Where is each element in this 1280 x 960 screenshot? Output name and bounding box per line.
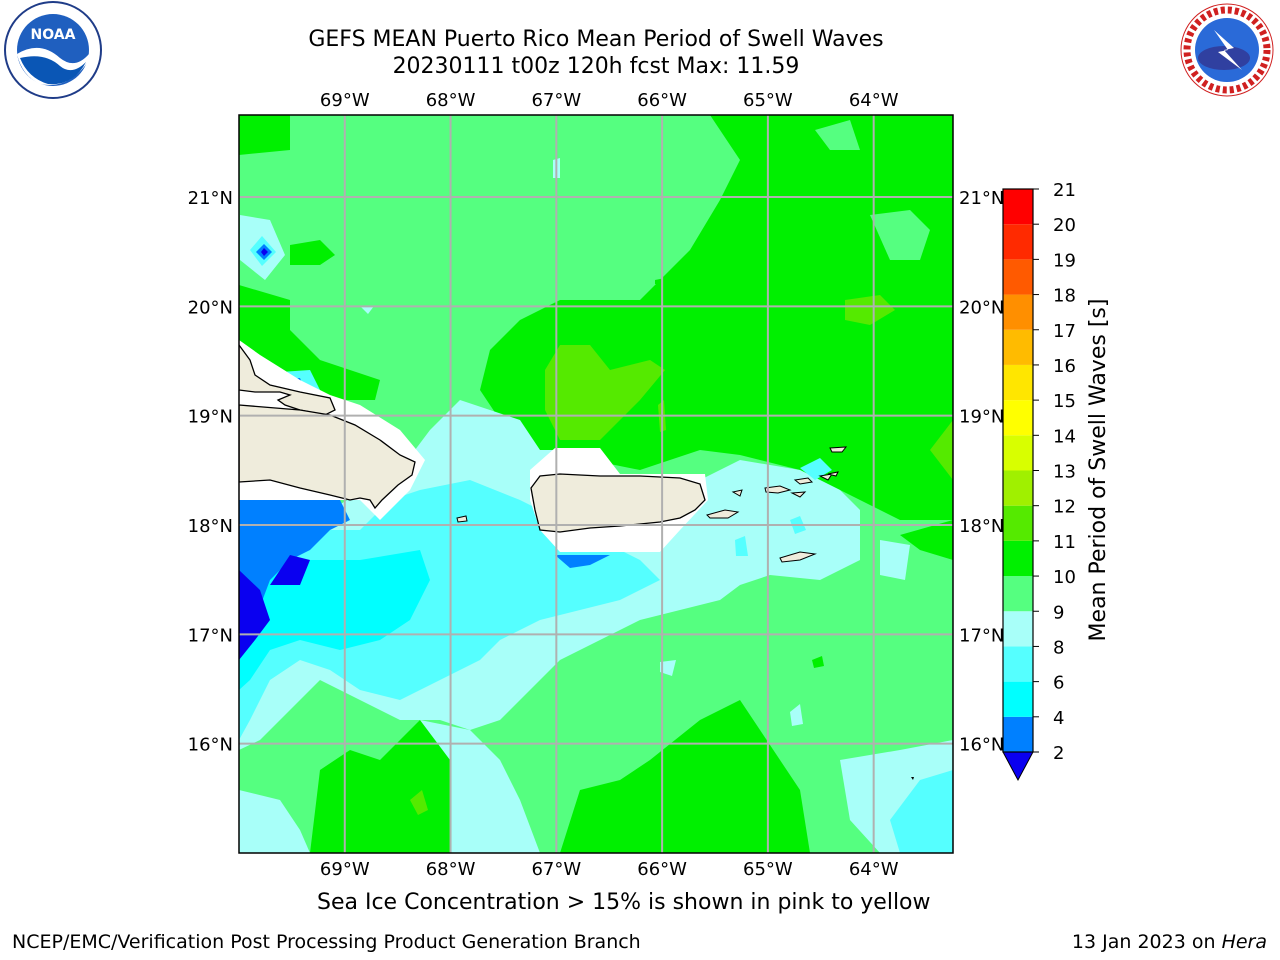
colorbar-tick-label: 18 <box>1053 286 1076 307</box>
colorbar-tick-label: 11 <box>1053 532 1076 553</box>
colorbar-label: Mean Period of Swell Waves [s] <box>1086 299 1111 642</box>
longitude-label: 67°W <box>531 90 581 111</box>
colorbar-tick-label: 8 <box>1053 637 1064 658</box>
footer-date-text: 13 Jan 2023 on <box>1071 931 1222 953</box>
colorbar-tick-label: 21 <box>1053 180 1076 201</box>
colorbar: 2 4 6 8 9 10 11 12 13 14 15 16 17 18 19 20 21 <box>1002 180 1076 782</box>
colorbar-tick-label: 10 <box>1053 567 1076 588</box>
latitude-label: 17°N <box>188 625 233 646</box>
latitude-label: 20°N <box>959 297 1004 318</box>
longitude-label: 65°W <box>743 859 793 880</box>
colorbar-bin <box>1003 364 1033 401</box>
footer-credit: NCEP/EMC/Verification Post Processing Pr… <box>12 931 641 953</box>
colorbar-bin <box>1003 329 1033 365</box>
colorbar-bin <box>1003 681 1033 717</box>
latitude-label: 16°N <box>959 735 1004 756</box>
footer-machine: Hera <box>1221 931 1267 953</box>
latitude-label: 21°N <box>188 188 233 209</box>
colorbar-extend-min <box>1002 751 1034 782</box>
colorbar-tick-label: 13 <box>1053 462 1076 483</box>
colorbar-bin <box>1003 576 1033 612</box>
footer-date: 13 Jan 2023 on Hera <box>1072 931 1267 953</box>
latitude-label: 20°N <box>188 297 233 318</box>
latitude-label: 17°N <box>959 625 1004 646</box>
colorbar-tick-label: 15 <box>1053 391 1076 412</box>
colorbar-tick-label: 12 <box>1053 497 1076 518</box>
longitude-labels-top: 69°W 68°W 67°W 66°W 65°W 64°W <box>320 90 899 111</box>
longitude-label: 69°W <box>320 90 370 111</box>
noaa-logo: NOAA <box>0 0 106 110</box>
colorbar-bin <box>1003 505 1033 541</box>
colorbar-bin <box>1003 224 1033 260</box>
chart-subtitle: 20230111 t00z 120h fcst Max: 11.59 <box>392 54 800 79</box>
chart-title: GEFS MEAN Puerto Rico Mean Period of Swe… <box>308 27 884 52</box>
longitude-label: 66°W <box>637 90 687 111</box>
colorbar-tick-label: 19 <box>1053 250 1076 271</box>
colorbar-tick-label: 16 <box>1053 356 1076 377</box>
colorbar-bin <box>1003 400 1033 436</box>
longitude-label: 68°W <box>426 90 476 111</box>
colorbar-tick-label: 6 <box>1053 673 1064 694</box>
map-gridlines <box>239 115 953 853</box>
latitude-label: 19°N <box>959 407 1004 428</box>
latitude-label: 19°N <box>188 407 233 428</box>
colorbar-bin <box>1003 259 1033 295</box>
colorbar-tick-label: 4 <box>1053 708 1064 729</box>
longitude-label: 66°W <box>637 859 687 880</box>
sea-ice-caption: Sea Ice Concentration > 15% is shown in … <box>317 890 931 915</box>
svg-text:NOAA: NOAA <box>31 27 76 43</box>
latitude-label: 18°N <box>188 516 233 537</box>
latitude-label: 16°N <box>188 735 233 756</box>
latitude-labels-right: 21°N 20°N 19°N 18°N 17°N 16°N <box>959 188 1004 756</box>
colorbar-bin <box>1003 716 1033 752</box>
colorbar-tick-label: 20 <box>1053 215 1076 236</box>
longitude-label: 64°W <box>849 859 899 880</box>
colorbar-tick-label: 17 <box>1053 321 1076 342</box>
colorbar-bin <box>1003 540 1033 577</box>
longitude-label: 65°W <box>743 90 793 111</box>
colorbar-bin <box>1003 435 1033 471</box>
colorbar-tick-label: 9 <box>1053 602 1064 623</box>
longitude-label: 64°W <box>849 90 899 111</box>
latitude-label: 18°N <box>959 516 1004 537</box>
longitude-label: 69°W <box>320 859 370 880</box>
map-frame <box>238 114 954 854</box>
colorbar-bin <box>1003 646 1033 682</box>
colorbar-tick-label: 14 <box>1053 426 1076 447</box>
longitude-labels-bottom: 69°W 68°W 67°W 66°W 65°W 64°W <box>320 859 899 880</box>
longitude-label: 68°W <box>426 859 476 880</box>
swell-period-field <box>239 115 953 853</box>
colorbar-bin <box>1003 611 1033 647</box>
longitude-label: 67°W <box>531 859 581 880</box>
latitude-label: 21°N <box>959 188 1004 209</box>
colorbar-bin <box>1003 189 1033 225</box>
latitude-labels-left: 21°N 20°N 19°N 18°N 17°N 16°N <box>188 188 233 756</box>
colorbar-bin <box>1003 294 1033 330</box>
nws-logo <box>1174 0 1280 104</box>
colorbar-bin <box>1003 470 1033 506</box>
colorbar-tick-label: 2 <box>1053 743 1064 764</box>
